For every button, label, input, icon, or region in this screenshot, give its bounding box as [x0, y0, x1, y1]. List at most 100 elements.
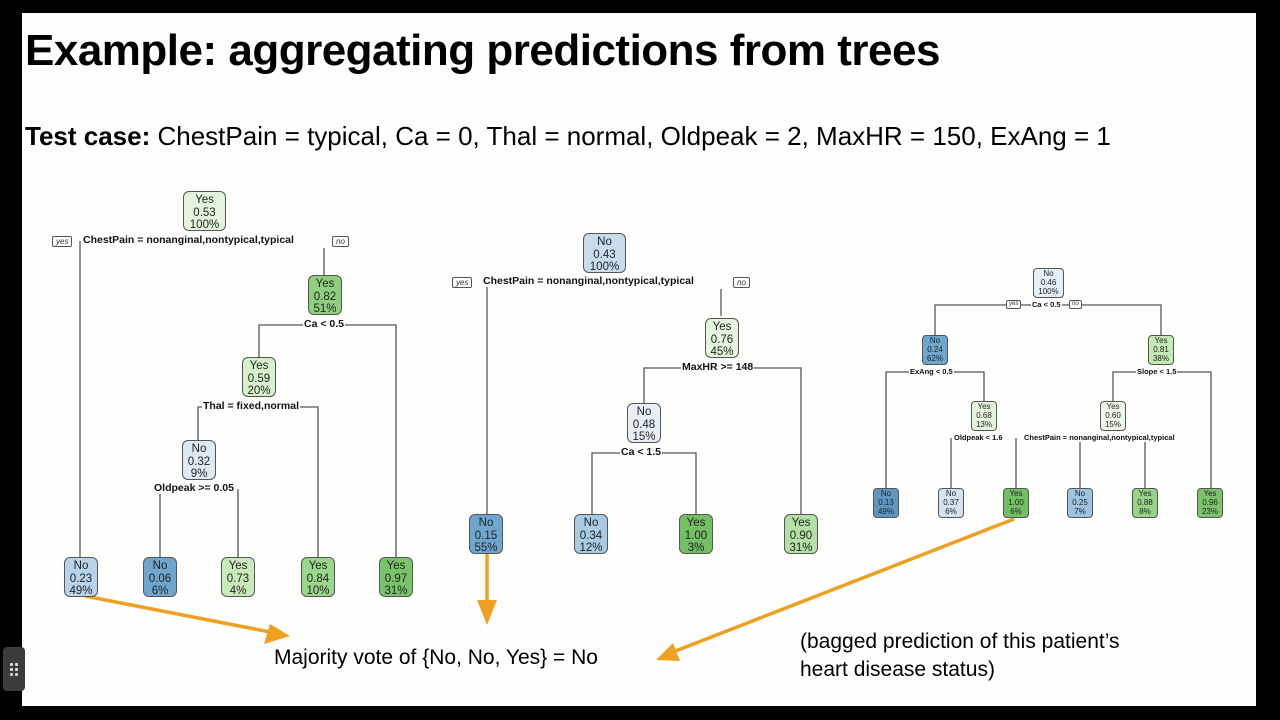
node-pct: 15%	[1104, 419, 1121, 429]
node-pct: 15%	[632, 431, 656, 443]
node-pct: 8%	[1139, 506, 1151, 516]
node-pct: 6%	[151, 585, 169, 597]
node-pct: 49%	[69, 585, 93, 597]
leaf-node: Yes 0.88 8%	[1132, 488, 1158, 518]
node-pct: 62%	[926, 353, 943, 363]
node-class: Yes	[308, 560, 328, 572]
leaf-node: Yes 0.96 23%	[1197, 488, 1223, 518]
no-tag: no	[733, 277, 750, 288]
leaf-node: No 0.37 6%	[938, 488, 964, 518]
leaf-node: No 0.25 7%	[1067, 488, 1093, 518]
node-prob: 0.25	[1072, 497, 1088, 507]
node-pct: 20%	[247, 385, 271, 397]
node-prob: 0.37	[943, 497, 959, 507]
node-class: No	[478, 517, 494, 529]
leaf-node: No 0.06 6%	[143, 557, 177, 597]
node-prob: 0.32	[187, 455, 211, 468]
tree-node: Yes 0.76 45%	[705, 318, 739, 358]
leaf-node: Yes 1.00 6%	[1003, 488, 1029, 518]
yes-tag: yes	[52, 236, 73, 247]
node-pct: 6%	[1010, 506, 1022, 516]
node-pct: 23%	[1201, 506, 1218, 516]
drag-handle-icon[interactable]	[3, 647, 25, 691]
tree-node: Yes 0.60 15%	[1100, 401, 1126, 431]
node-class: No	[73, 560, 89, 572]
node-prob: 0.06	[148, 572, 172, 585]
leaf-node: No 0.13 49%	[873, 488, 899, 518]
node-prob: 0.96	[1202, 497, 1218, 507]
tree-node: Yes 0.81 38%	[1148, 335, 1174, 365]
node-prob: 0.97	[384, 572, 408, 585]
node-class: Yes	[712, 321, 732, 333]
node-class: Yes	[791, 517, 811, 529]
node-prob: 0.81	[1153, 344, 1169, 354]
node-pct: 3%	[687, 542, 705, 554]
node-pct: 10%	[306, 585, 330, 597]
node-class: No	[880, 489, 892, 498]
slide-title: Example: aggregating predictions from tr…	[25, 26, 940, 75]
split-label: Oldpeak < 1.6	[953, 433, 1004, 442]
tree-node: No 0.24 62%	[922, 335, 948, 365]
node-prob: 0.53	[193, 206, 216, 219]
node-class: Yes	[195, 194, 214, 206]
node-pct: 38%	[1152, 353, 1169, 363]
note-line-2: heart disease status)	[800, 658, 995, 681]
node-prob: 0.73	[226, 572, 250, 585]
node-pct: 31%	[384, 585, 408, 597]
node-class: No	[152, 560, 168, 572]
split-label: ChestPain = nonanginal,nontypical,typica…	[482, 275, 695, 287]
node-class: No	[1043, 269, 1054, 278]
node-prob: 0.59	[247, 372, 271, 385]
leaf-node: Yes 0.90 31%	[784, 514, 818, 554]
split-label: ExAng < 0.5	[909, 367, 954, 376]
leaf-node: Yes 1.00 3%	[679, 514, 713, 554]
node-prob: 1.00	[684, 529, 708, 542]
node-pct: 13%	[975, 419, 992, 429]
split-label: Slope < 1.5	[1136, 367, 1178, 376]
node-pct: 7%	[1074, 506, 1086, 516]
split-label: ChestPain = nonanginal,nontypical,typica…	[82, 234, 295, 246]
node-class: Yes	[1138, 489, 1152, 498]
node-prob: 0.43	[593, 248, 616, 261]
node-class: Yes	[228, 560, 248, 572]
node-pct: 9%	[190, 468, 208, 480]
leaf-node: Yes 0.84 10%	[301, 557, 335, 597]
node-prob: 0.90	[789, 529, 813, 542]
majority-vote-text: Majority vote of {No, No, Yes} = No	[274, 646, 598, 669]
node-pct: 31%	[789, 542, 813, 554]
tree2-root-node: No 0.43 100%	[583, 233, 626, 273]
tree-node: Yes 0.59 20%	[242, 357, 276, 397]
split-label: Oldpeak >= 0.05	[153, 482, 235, 494]
tree3-root-node: No 0.46 100%	[1033, 268, 1064, 298]
node-class: No	[1074, 489, 1086, 498]
node-pct: 55%	[474, 542, 498, 554]
node-pct: 45%	[710, 346, 734, 358]
tree-node: No 0.48 15%	[627, 403, 661, 443]
node-prob: 0.24	[927, 344, 943, 354]
node-prob: 0.34	[579, 529, 603, 542]
node-class: No	[191, 443, 207, 455]
node-class: Yes	[1154, 336, 1168, 345]
node-prob: 0.13	[878, 497, 894, 507]
node-prob: 0.88	[1137, 497, 1153, 507]
node-prob: 0.46	[1040, 277, 1057, 287]
node-pct: 12%	[579, 542, 603, 554]
test-case-line: Test case: ChestPain = typical, Ca = 0, …	[25, 121, 1111, 152]
note-line-1: (bagged prediction of this patient’s	[800, 630, 1120, 653]
node-prob: 0.15	[474, 529, 498, 542]
split-label: ChestPain = nonanginal,nontypical,typica…	[1023, 433, 1176, 442]
split-label: Thal = fixed,normal	[202, 400, 300, 412]
node-class: Yes	[977, 402, 991, 411]
node-prob: 0.84	[306, 572, 330, 585]
test-case-label: Test case:	[25, 121, 151, 151]
node-prob: 0.82	[313, 290, 337, 303]
split-label: MaxHR >= 148	[681, 361, 755, 373]
yes-tag: yes	[452, 277, 473, 288]
node-prob: 0.68	[976, 410, 992, 420]
node-class: Yes	[386, 560, 406, 572]
node-class: Yes	[1009, 489, 1023, 498]
test-case-values: ChestPain = typical, Ca = 0, Thal = norm…	[150, 121, 1111, 151]
leaf-node: Yes 0.73 4%	[221, 557, 255, 597]
node-class: Yes	[249, 360, 269, 372]
